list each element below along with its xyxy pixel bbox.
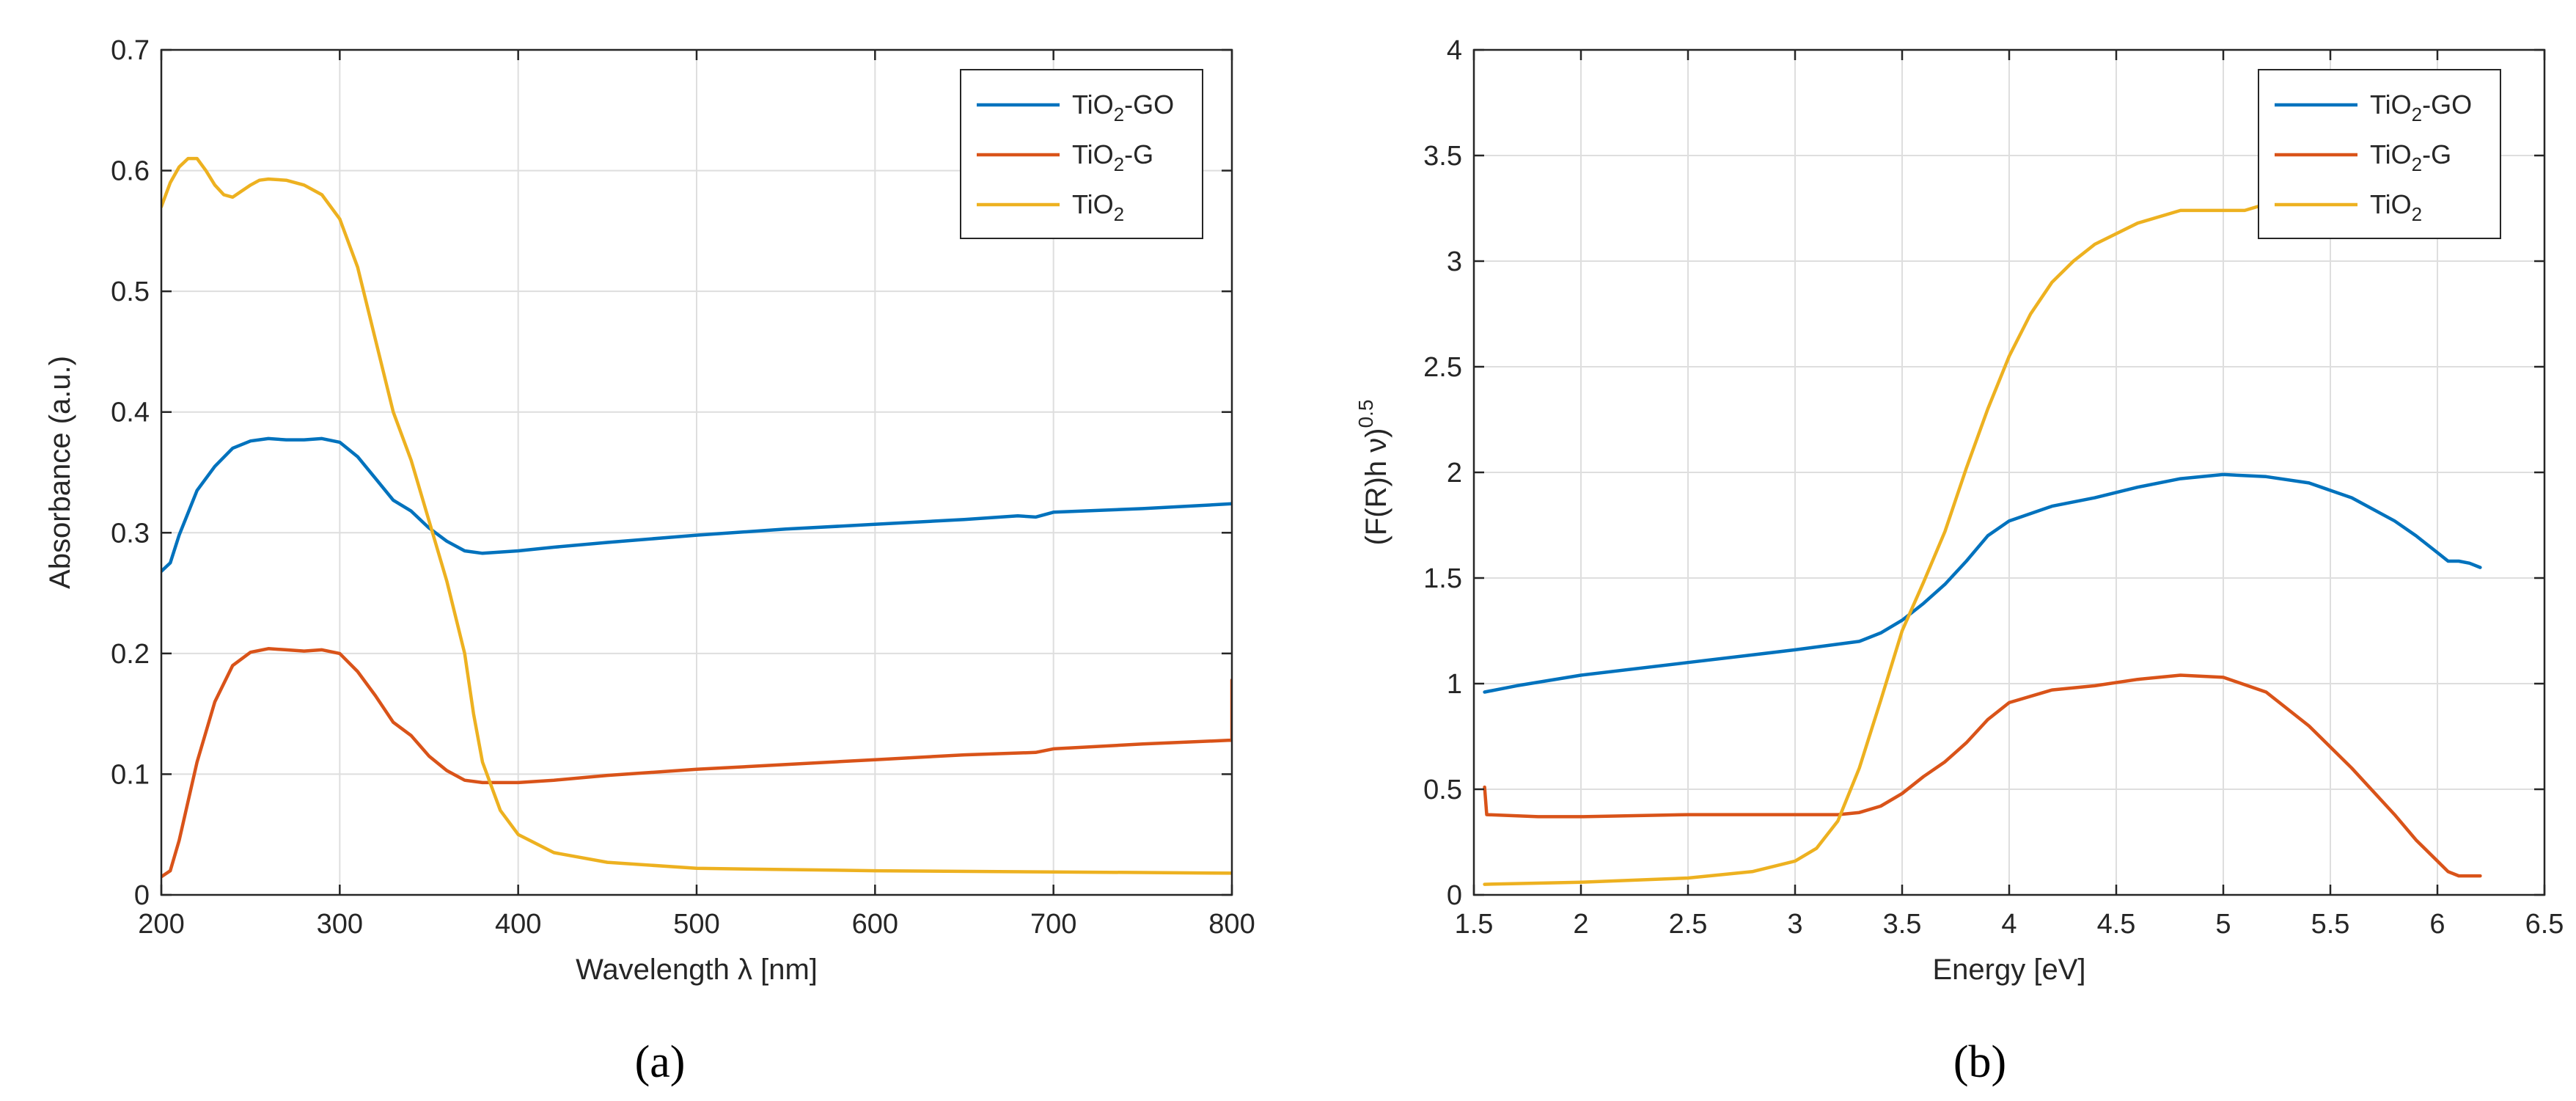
y-tick-label: 1.5 xyxy=(1423,563,1462,594)
y-tick-label: 2.5 xyxy=(1423,352,1462,383)
legend-entry: TiO2-G xyxy=(2370,139,2451,175)
legend-entry-subscript: 2 xyxy=(1114,103,1124,125)
x-tick-label: 4.5 xyxy=(2097,909,2136,940)
panel-a-chart: 200 300 400 500 600 700 800 0 0.1 0.2 0.3 0.4 0.5 0.6… xyxy=(44,35,1255,1087)
legend-entry-main: TiO xyxy=(2370,89,2412,120)
legend-entry-suffix: -GO xyxy=(2422,89,2472,120)
legend-entry-suffix: -GO xyxy=(1124,89,1174,120)
x-axis-label: Wavelength λ [nm] xyxy=(576,954,818,986)
x-tick-label: 2.5 xyxy=(1669,909,1708,940)
series-line-tio2-go xyxy=(161,436,1232,574)
y-tick-label: 1 xyxy=(1447,669,1462,700)
x-axis-label: Energy [eV] xyxy=(1932,954,2085,986)
y-axis-label: Absorbance (a.u.) xyxy=(44,356,76,589)
x-tick-label: 6.5 xyxy=(2525,909,2564,940)
legend-entry-main: TiO xyxy=(2370,139,2412,169)
y-axis-label-exponent: 0.5 xyxy=(1354,400,1377,428)
x-tick-label: 300 xyxy=(317,909,363,940)
panel-b-chart: 1.5 2 2.5 3 3.5 4 4.5 5 5.5 6 6.5 0 0.5 1 1.5 2 2.5 3 3.5 4… xyxy=(1354,35,2564,1087)
legend-entry: TiO2-G xyxy=(1072,139,1153,175)
legend-entry-suffix: -G xyxy=(2422,139,2451,169)
y-tick-label: 0.3 xyxy=(111,518,150,549)
y-tick-label: 0.4 xyxy=(111,398,150,428)
legend-entry-subscript: 2 xyxy=(2412,203,2422,225)
series-line-tio2-g xyxy=(161,647,1232,879)
x-tick-label: 3.5 xyxy=(1883,909,1922,940)
x-tick-label: 5 xyxy=(2215,909,2231,940)
y-tick-label: 0.6 xyxy=(111,156,150,187)
legend-entry: TiO2 xyxy=(2370,189,2422,225)
x-tick-label: 800 xyxy=(1208,909,1255,940)
legend-entry-main: TiO xyxy=(1072,89,1114,120)
y-tick-label: 0.2 xyxy=(111,639,150,670)
y-tick-label: 0.1 xyxy=(111,759,150,790)
legend-entry-main: TiO xyxy=(1072,139,1114,169)
x-tick-label: 3 xyxy=(1787,909,1802,940)
legend-entry-main: TiO xyxy=(1072,189,1114,219)
panel-label: (a) xyxy=(635,1037,686,1087)
y-tick-label: 0 xyxy=(134,880,150,911)
series-line-tio2 xyxy=(161,156,1232,875)
x-tick-label: 700 xyxy=(1030,909,1076,940)
legend-entry-subscript: 2 xyxy=(2412,103,2422,125)
y-tick-label: 0.7 xyxy=(111,35,150,66)
legend-entry: TiO2 xyxy=(1072,189,1124,225)
y-tick-label: 2 xyxy=(1447,458,1462,489)
legend-entry-subscript: 2 xyxy=(2412,153,2422,175)
y-tick-label: 0.5 xyxy=(1423,775,1462,805)
legend-entry-subscript: 2 xyxy=(1114,153,1124,175)
legend-entry: TiO2-GO xyxy=(2370,89,2472,125)
legend-entry-suffix: -G xyxy=(1124,139,1153,169)
y-axis-label: (F(R)h ν)0.5 xyxy=(1354,400,1392,546)
x-tick-label: 5.5 xyxy=(2311,909,2350,940)
y-tick-label: 3 xyxy=(1447,246,1462,277)
panel-label: (b) xyxy=(1953,1037,2006,1087)
x-tick-label: 500 xyxy=(673,909,719,940)
legend-entry-subscript: 2 xyxy=(1114,203,1124,225)
x-tick-label: 200 xyxy=(138,909,184,940)
x-tick-label: 400 xyxy=(495,909,541,940)
x-tick-label: 2 xyxy=(1573,909,1588,940)
x-tick-label: 600 xyxy=(852,909,898,940)
legend-entry: TiO2-GO xyxy=(1072,89,1174,125)
y-axis-label-main: (F(R)h ν) xyxy=(1360,428,1392,545)
y-tick-label: 0 xyxy=(1447,880,1462,911)
series-line-tio2-g xyxy=(1483,673,2482,878)
series-line-tio2 xyxy=(1483,191,2289,886)
legend-entry-main: TiO xyxy=(2370,189,2412,219)
x-tick-label: 6 xyxy=(2429,909,2445,940)
x-tick-label: 4 xyxy=(2001,909,2017,940)
y-tick-label: 0.5 xyxy=(111,277,150,307)
series-line-tio2-go xyxy=(1483,472,2482,694)
x-tick-label: 1.5 xyxy=(1455,909,1494,940)
y-tick-label: 3.5 xyxy=(1423,141,1462,172)
y-tick-label: 4 xyxy=(1447,35,1462,66)
